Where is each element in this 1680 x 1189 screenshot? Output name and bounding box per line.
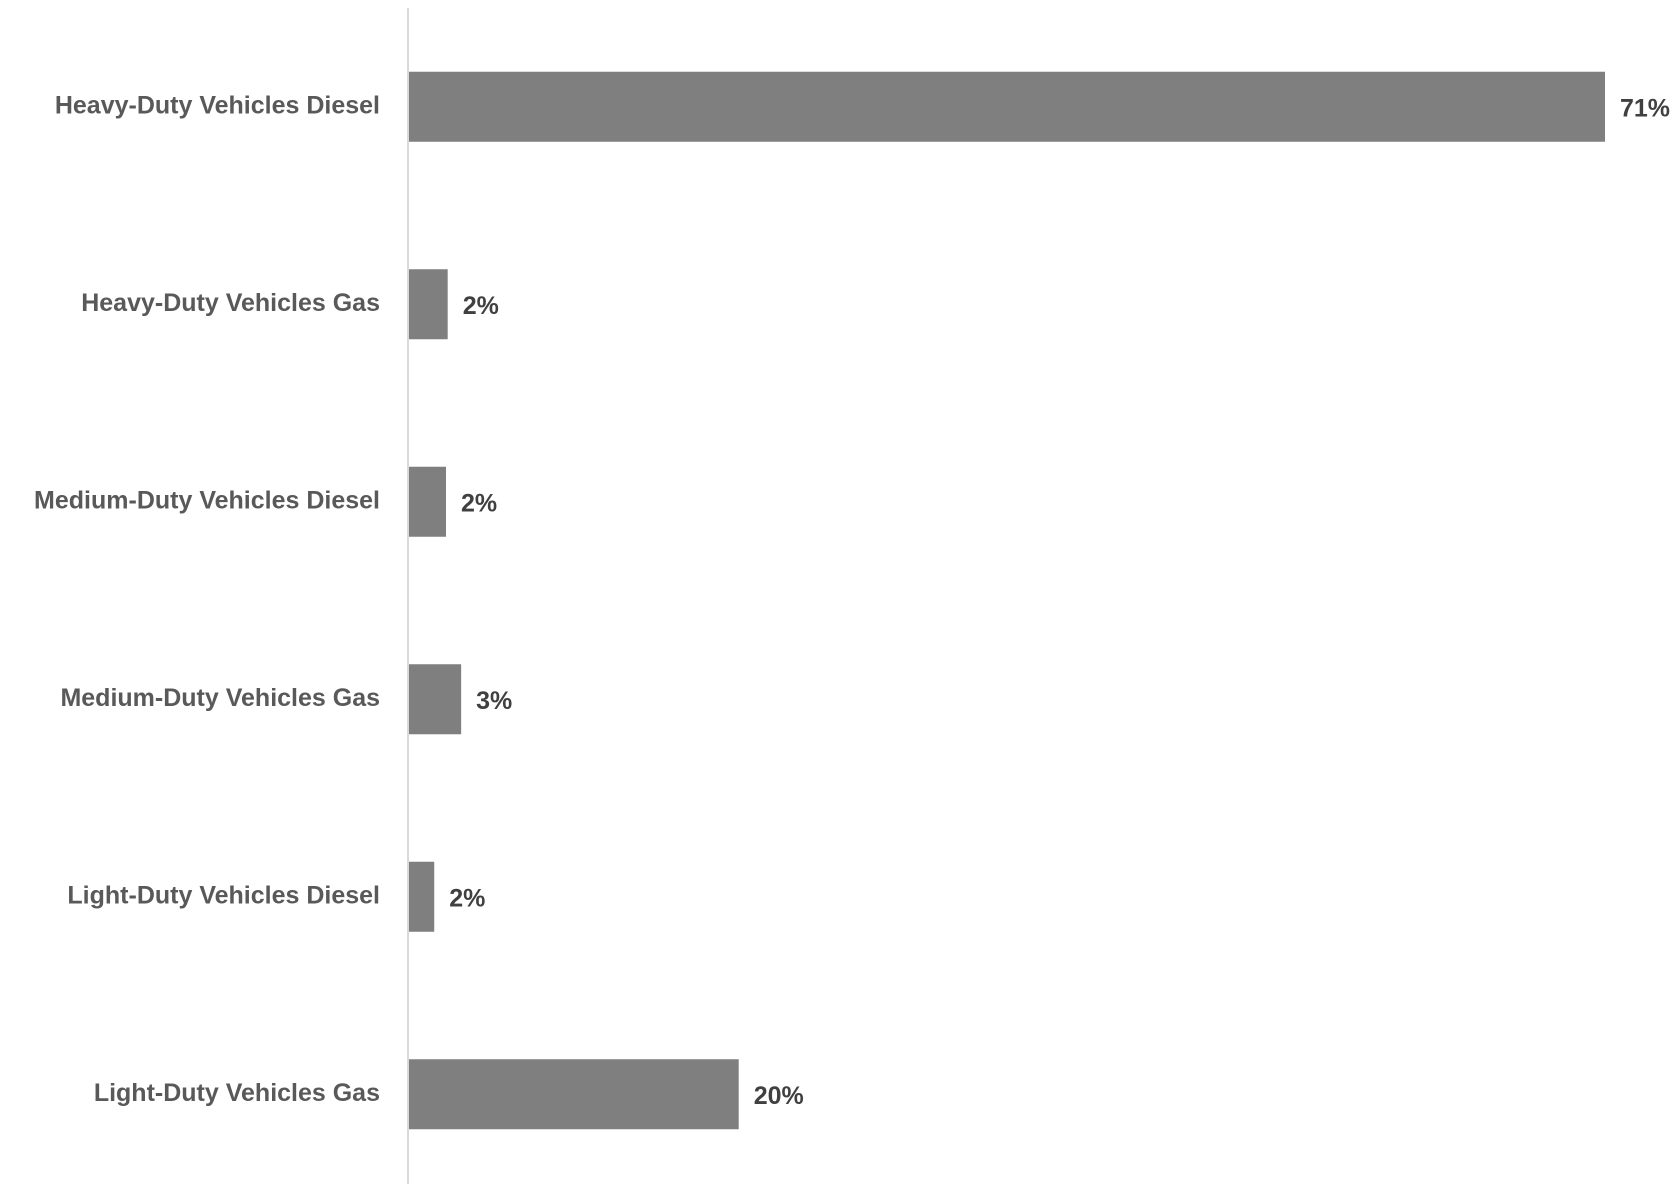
- bar: [409, 664, 462, 735]
- data-label: 2%: [449, 884, 485, 912]
- bar: [409, 1059, 739, 1130]
- bar: [409, 861, 435, 932]
- data-label: 2%: [463, 292, 499, 320]
- category-label: Heavy-Duty Vehicles Gas: [81, 289, 380, 317]
- category-label: Light-Duty Vehicles Diesel: [67, 881, 380, 909]
- data-label: 3%: [476, 687, 512, 715]
- category-label: Medium-Duty Vehicles Gas: [60, 684, 380, 712]
- data-label: 20%: [754, 1082, 804, 1110]
- category-label: Medium-Duty Vehicles Diesel: [34, 486, 380, 514]
- data-label: 2%: [461, 489, 497, 517]
- category-label: Light-Duty Vehicles Gas: [94, 1079, 380, 1107]
- data-label: 71%: [1620, 94, 1670, 122]
- category-label: Heavy-Duty Vehicles Diesel: [55, 91, 380, 119]
- bar: [409, 71, 1605, 142]
- bar: [409, 269, 448, 340]
- bar: [409, 466, 447, 537]
